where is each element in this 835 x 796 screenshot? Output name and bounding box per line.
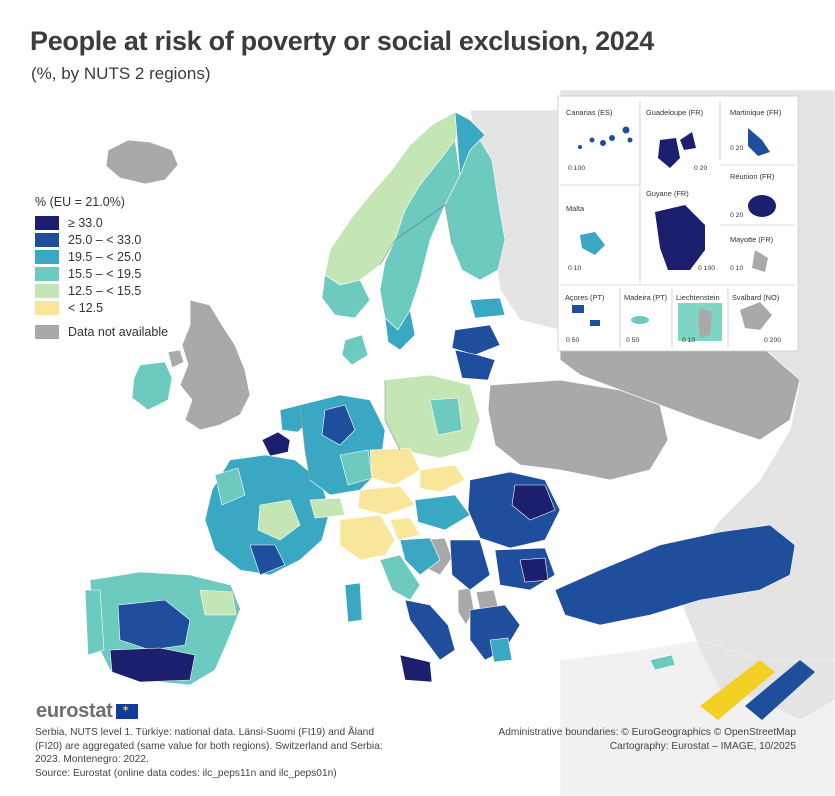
credits: Administrative boundaries: © EuroGeograp…	[498, 726, 796, 753]
inset-label-reunion: Réunion (FR)	[730, 172, 775, 181]
legend-swatch	[35, 232, 59, 247]
inset-label-liechtenstein: Liechtenstein	[676, 293, 720, 302]
legend-swatch-na	[35, 324, 59, 339]
country-borders	[229, 204, 453, 611]
eu-flag-icon	[115, 704, 138, 719]
legend-label: ≥ 33.0	[68, 215, 103, 230]
legend-label: 19.5 – < 25.0	[68, 249, 142, 264]
footnote-line: Serbia, NUTS level 1. Türkiye: national …	[35, 727, 374, 738]
eurostat-ribbon	[700, 660, 815, 720]
inset-label-svalbard: Svalbard (NO)	[732, 293, 780, 302]
legend-swatch	[35, 249, 59, 264]
inset-label-guyane: Guyane (FR)	[646, 189, 689, 198]
inset-scale-svalbard: 0 200	[764, 337, 782, 344]
credits-line: Cartography: Eurostat – IMAGE, 10/2025	[609, 740, 796, 752]
footnote-source: Source: Eurostat (online data codes: ilc…	[35, 767, 337, 779]
inset-scale-martinique: 0 20	[730, 145, 744, 152]
great-britain	[179, 299, 251, 431]
inset-panel	[557, 95, 799, 352]
inset-scale-reunion: 0 20	[730, 212, 744, 219]
iceland	[105, 139, 179, 185]
belarus-ukraine	[487, 379, 669, 481]
inset-scale-canarias: 0 100	[568, 165, 586, 172]
legend-item: < 12.5	[35, 299, 168, 316]
legend-swatch	[35, 300, 59, 315]
inset-scale-madeira: 0 50	[626, 337, 640, 344]
legend-label-na: Data not available	[68, 324, 169, 339]
legend-item: 12.5 – < 15.5	[35, 282, 168, 299]
inset-scale-acores: 0 50	[566, 337, 580, 344]
legend-item: 19.5 – < 25.0	[35, 248, 168, 265]
inset-label-madeira: Madeira (PT)	[624, 293, 668, 302]
legend-label: < 12.5	[68, 300, 104, 315]
page-title: People at risk of poverty or social excl…	[30, 26, 654, 56]
northern-ireland	[167, 349, 185, 369]
inset-label-canarias: Canarias (ES)	[566, 108, 613, 117]
inset-scale-mayotte: 0 10	[730, 265, 744, 272]
legend-item: 15.5 – < 19.5	[35, 265, 168, 282]
legend-swatch	[35, 215, 59, 230]
inset-label-malta: Malta	[566, 204, 585, 213]
logo-text: eurostat	[36, 700, 113, 722]
inset-label-martinique: Martinique (FR)	[730, 108, 782, 117]
inset-label-acores: Açores (PT)	[565, 293, 605, 302]
inset-label-mayotte: Mayotte (FR)	[730, 235, 774, 244]
footnote: Serbia, NUTS level 1. Türkiye: national …	[35, 726, 410, 780]
footnote-line: 2023. Montenegro: 2022.	[35, 754, 149, 766]
inset-scale-guyane: 0 100	[698, 265, 716, 272]
legend-label: 25.0 – < 33.0	[68, 232, 142, 247]
legend-item: 25.0 – < 33.0	[35, 231, 168, 248]
page-subtitle: (%, by NUTS 2 regions)	[31, 64, 211, 83]
region-shapes	[84, 111, 796, 686]
inset-label-guadeloupe: Guadeloupe (FR)	[646, 108, 704, 117]
legend-swatch	[35, 266, 59, 281]
eurostat-logo: eurostat	[36, 700, 138, 723]
footnote-line: (FI20) are aggregated (same value for bo…	[35, 740, 383, 752]
legend-swatch	[35, 283, 59, 298]
credits-line: Administrative boundaries: © EuroGeograp…	[498, 727, 796, 738]
inset-scale-guadeloupe: 0 20	[694, 165, 708, 172]
legend-title: % (EU = 21.0%)	[35, 195, 125, 209]
legend-label: 15.5 – < 19.5	[68, 266, 142, 281]
inset-scale-malta: 0 10	[568, 265, 582, 272]
legend-item: ≥ 33.0	[35, 214, 168, 231]
legend-item-na: Data not available	[35, 323, 168, 340]
inset-scale-liechtenstein: 0 10	[682, 337, 696, 344]
legend: % (EU = 21.0%) ≥ 33.0 25.0 – < 33.0 19.5…	[35, 195, 168, 340]
legend-label: 12.5 – < 15.5	[68, 283, 142, 298]
